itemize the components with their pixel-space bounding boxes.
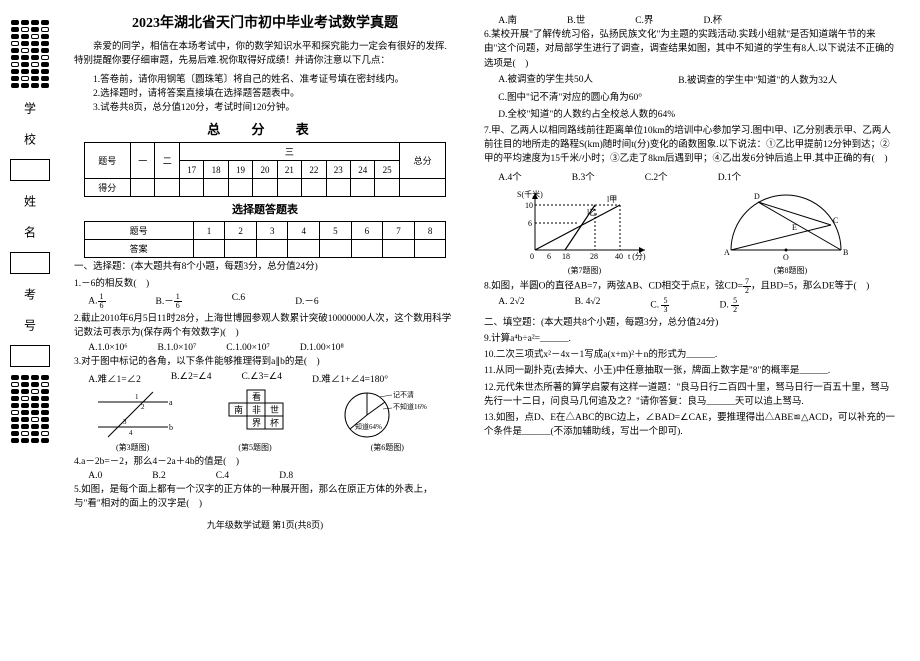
q11: 11.从同一副扑克(去掉大、小王)中任意抽取一张，牌面上数字是"8"的概率是__…: [484, 364, 896, 378]
svg-text:t (分): t (分): [628, 252, 646, 261]
svg-text:南: 南: [234, 404, 243, 415]
q7-options: A.4个 B.3个 C.2个 D.1个: [498, 169, 896, 183]
q2-options: A.1.0×10⁶ B.1.0×10⁷ C.1.00×10⁷ D.1.00×10…: [88, 343, 456, 353]
q8-stem: 8.如图，半圆O的直径AB=7，两弦AB、CD相交于点E，弦CD=72，且BD=…: [484, 278, 896, 295]
svg-text:6: 6: [528, 219, 532, 228]
q6-opt-b: B.被调查的学生中"知道"的人数为32人: [678, 74, 908, 88]
figure-q7: S(千米) 10 6 0 6 18 28 40 t (分) l甲 l乙 (第7题…: [515, 185, 655, 276]
rule-3: 3.试卷共8页，总分值120分，考试时间120分钟。: [93, 101, 456, 115]
q2-stem: 2.截止2010年6月5日11时28分，上海世博园参观人数累计突破1000000…: [74, 312, 456, 341]
column-right: A.南 B.世 C.界 D.杯 6.某校开展"了解传统习俗，弘扬民族文化"为主题…: [470, 0, 910, 661]
q1-stem: 1.－6的相反数( ): [74, 277, 456, 291]
rule-2: 2.选择题时，请将答案直接填在选择题答题表中。: [93, 87, 456, 101]
answer-sheet-strip: 学 校 姓 名 考 号: [0, 0, 60, 661]
q1-options: A.16 B.－16 C.6 D.－6: [88, 293, 456, 310]
svg-text:l甲: l甲: [607, 195, 617, 204]
figure-q8: A B C D E O (第8题图): [716, 185, 866, 276]
q3-stem: 3.对于图中标记的各角，以下条件能够推理得到a∥b的是( ): [74, 355, 456, 369]
choice-table: 题号 1 2 3 4 5 6 7 8 答案: [84, 221, 447, 258]
figure-row-1: a b 1 2 3 4 (第3题图) 看 南: [74, 387, 456, 453]
svg-text:10: 10: [525, 201, 533, 210]
label-id: 考 号: [22, 288, 39, 339]
q3-options: A.难∠1=∠2 B.∠2=∠4 C.∠3=∠4 D.难∠1+∠4=180°: [88, 371, 456, 385]
q6-opt-d: D.全校"知道"的人数约占全校总人数的64%: [498, 108, 896, 122]
svg-text:知道64%: 知道64%: [355, 422, 382, 431]
input-name[interactable]: [10, 252, 50, 274]
svg-text:世: 世: [270, 404, 279, 415]
svg-text:3: 3: [123, 418, 127, 426]
svg-text:C: C: [833, 216, 838, 225]
svg-text:6: 6: [547, 252, 551, 261]
bubble-block-bottom: [11, 375, 49, 443]
q6-opt-c: C.图中"记不清"对应的圆心角为60°: [498, 91, 896, 105]
svg-text:40: 40: [615, 252, 623, 261]
q9: 9.计算a⁴b÷a²=______.: [484, 332, 896, 346]
svg-text:看: 看: [252, 391, 261, 402]
svg-text:28: 28: [590, 252, 598, 261]
q5-stem: 5.如图，是每个面上都有一个汉字的正方体的一种展开图，那么在原正方体的外表上，与…: [74, 483, 456, 512]
figure-row-2: S(千米) 10 6 0 6 18 28 40 t (分) l甲 l乙 (第7题…: [484, 185, 896, 276]
page-footer: 九年级数学试题 第1页(共8页): [74, 518, 456, 531]
svg-text:0: 0: [530, 252, 534, 261]
figure-q5: 看 南 非 世 界 杯 (第5题图): [210, 387, 300, 453]
svg-text:O: O: [783, 253, 789, 262]
svg-text:a: a: [169, 398, 173, 407]
rules: 1.答卷前，请你用钢笔〔圆珠笔〕将自己的姓名、准考证号填在密封线内。 2.选择题…: [93, 73, 456, 116]
input-id[interactable]: [10, 345, 50, 367]
q12: 12.元代朱世杰所著的算学启蒙有这样一道题："良马日行二百四十里，驽马日行一百五…: [484, 381, 896, 410]
svg-text:4: 4: [129, 429, 133, 437]
q8-options: A. 2√2 B. 4√2 C. 53 D. 52: [498, 297, 896, 314]
q7-stem: 7.甲、乙两人以相同路线前往距离单位10km的培训中心参加学习.图中l甲、l乙分…: [484, 124, 896, 167]
svg-text:E: E: [792, 223, 797, 232]
svg-text:不知道16%: 不知道16%: [393, 402, 427, 411]
intro-text: 亲爱的同学，相信在本场考试中，你的数学知识水平和探究能力一定会有很好的发挥.特别…: [74, 40, 456, 69]
bubble-block-top: [11, 20, 49, 88]
svg-text:界: 界: [252, 418, 261, 428]
svg-text:l乙: l乙: [587, 208, 597, 217]
rule-1: 1.答卷前，请你用钢笔〔圆珠笔〕将自己的姓名、准考证号填在密封线内。: [93, 73, 456, 87]
svg-text:D: D: [754, 192, 760, 201]
svg-text:1: 1: [135, 393, 139, 401]
svg-text:杯: 杯: [270, 417, 279, 428]
svg-text:2: 2: [141, 403, 145, 411]
q10: 10.二次三项式x²－4x－1写成a(x+m)²＋n的形式为______.: [484, 348, 896, 362]
svg-text:记不清: 记不清: [393, 390, 414, 399]
q4-stem: 4.a－2b=－2，那么4－2a＋4b的值是( ): [74, 455, 456, 469]
section-1-title: 一、选择题：(本大题共有8个小题，每题3分，总分值24分): [74, 260, 456, 274]
svg-text:18: 18: [562, 252, 570, 261]
figure-q3: a b 1 2 3 4 (第3题图): [93, 387, 173, 453]
section-2-title: 二、填空题：(本大题共8个小题，每题3分，总分值24分): [484, 316, 896, 330]
svg-text:S(千米): S(千米): [517, 189, 543, 199]
svg-text:B: B: [843, 248, 848, 257]
input-school[interactable]: [10, 159, 50, 181]
label-school: 学 校: [22, 102, 39, 153]
score-table-title: 总 分 表: [74, 119, 456, 138]
q4-options: A.0 B.2 C.4 D.8: [88, 471, 456, 481]
q6-stem: 6.某校开展"了解传统习俗，弘扬民族文化"为主题的实践活动.实践小组就"是否知道…: [484, 28, 896, 71]
svg-text:非: 非: [252, 404, 261, 415]
exam-title: 2023年湖北省天门市初中毕业考试数学真题: [74, 12, 456, 32]
column-left: 2023年湖北省天门市初中毕业考试数学真题 亲爱的同学，相信在本场考试中，你的数…: [60, 0, 470, 661]
choice-table-title: 选择题答题表: [74, 201, 456, 217]
score-table: 题号 一 二 三 总分 17 18 19 20 21 22 23 24 25 得…: [84, 142, 447, 197]
svg-text:b: b: [169, 423, 173, 432]
q5-options: A.南 B.世 C.界 D.杯: [498, 12, 896, 26]
figure-q6: 记不清 不知道16% 知道64% (第6题图): [337, 387, 437, 453]
svg-text:A: A: [724, 248, 730, 257]
label-name: 姓 名: [22, 195, 39, 246]
q13: 13.如图，点D、E在△ABC的BC边上，∠BAD=∠CAE，要推理得出△ABE…: [484, 411, 896, 440]
